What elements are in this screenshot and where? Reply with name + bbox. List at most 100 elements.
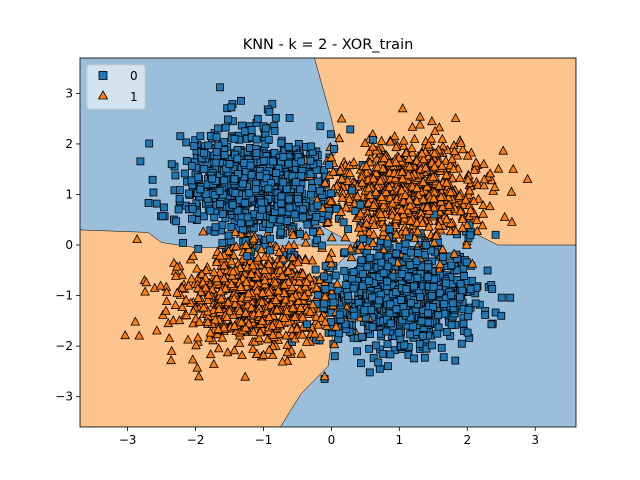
- point-class-0: [367, 305, 376, 314]
- point-class-1: [376, 135, 387, 145]
- point-class-1: [210, 314, 220, 324]
- decision-regions: [80, 58, 576, 427]
- point-class-0: [368, 322, 377, 331]
- point-class-0: [220, 176, 229, 185]
- point-class-1: [134, 330, 145, 340]
- point-class-1: [403, 169, 414, 179]
- point-class-0: [418, 331, 427, 340]
- point-class-1: [499, 211, 510, 221]
- point-class-0: [206, 206, 215, 215]
- point-class-0: [460, 272, 468, 280]
- point-class-1: [272, 304, 282, 314]
- point-class-0: [296, 230, 305, 239]
- point-class-0: [388, 257, 396, 266]
- point-class-0: [200, 165, 209, 173]
- point-class-1: [426, 133, 437, 143]
- point-class-0: [201, 190, 210, 199]
- point-class-0: [268, 157, 277, 166]
- point-class-0: [402, 285, 411, 294]
- point-class-1: [368, 200, 379, 210]
- point-class-1: [478, 208, 489, 218]
- point-class-1: [467, 258, 478, 268]
- point-class-1: [183, 280, 194, 290]
- point-class-1: [164, 332, 175, 342]
- point-class-0: [257, 205, 266, 214]
- point-class-1: [455, 206, 466, 216]
- point-class-1: [226, 278, 237, 288]
- point-class-1: [336, 206, 346, 216]
- point-class-0: [349, 284, 358, 293]
- point-class-1: [375, 208, 386, 218]
- point-class-0: [276, 215, 285, 224]
- point-class-1: [200, 282, 211, 292]
- point-class-1: [357, 177, 367, 187]
- point-class-0: [200, 149, 208, 158]
- point-class-1: [194, 371, 204, 381]
- point-class-0: [247, 171, 256, 179]
- point-class-0: [456, 293, 465, 302]
- point-class-1: [465, 204, 476, 214]
- point-class-1: [151, 325, 162, 335]
- point-class-0: [359, 269, 368, 278]
- point-class-1: [191, 340, 201, 350]
- point-class-1: [384, 181, 395, 191]
- point-class-0: [188, 214, 196, 223]
- point-class-1: [311, 282, 322, 292]
- point-class-0: [196, 185, 205, 194]
- point-class-1: [344, 167, 355, 177]
- point-class-0: [410, 282, 418, 291]
- point-class-1: [478, 158, 489, 168]
- point-class-0: [447, 291, 456, 300]
- point-class-0: [194, 244, 203, 253]
- x-tick-label: −3: [119, 433, 137, 447]
- point-class-1: [188, 305, 199, 315]
- point-class-1: [187, 354, 198, 364]
- point-class-1: [283, 265, 293, 275]
- point-class-0: [483, 266, 492, 275]
- point-class-1: [253, 252, 263, 262]
- point-class-0: [204, 141, 213, 150]
- point-class-1: [256, 244, 267, 254]
- point-class-0: [329, 298, 338, 307]
- point-class-1: [485, 168, 496, 178]
- point-class-1: [430, 125, 440, 135]
- point-class-1: [186, 273, 197, 283]
- point-class-0: [264, 135, 273, 144]
- point-class-0: [440, 300, 448, 308]
- point-class-0: [360, 306, 369, 315]
- point-class-1: [287, 252, 298, 262]
- x-tick-label: 0: [328, 433, 336, 447]
- point-class-0: [227, 223, 236, 231]
- point-class-1: [404, 161, 415, 171]
- point-class-1: [155, 280, 166, 290]
- point-class-0: [353, 347, 362, 356]
- point-class-0: [251, 185, 260, 194]
- point-class-1: [479, 174, 490, 184]
- point-class-0: [400, 341, 409, 350]
- y-tick-label: 1: [65, 187, 73, 201]
- point-class-0: [506, 293, 515, 302]
- point-class-0: [297, 157, 306, 166]
- point-class-1: [471, 157, 481, 167]
- point-class-1: [398, 140, 409, 150]
- point-class-1: [230, 298, 240, 308]
- point-class-1: [457, 144, 468, 154]
- point-class-0: [414, 248, 422, 257]
- point-class-0: [392, 288, 401, 297]
- point-class-1: [235, 281, 246, 291]
- point-class-1: [288, 229, 298, 239]
- point-class-0: [237, 96, 245, 105]
- point-class-1: [424, 221, 434, 231]
- point-class-0: [433, 329, 442, 338]
- point-class-0: [259, 156, 268, 165]
- point-class-0: [386, 300, 395, 309]
- point-class-1: [262, 334, 273, 344]
- point-class-0: [148, 175, 157, 184]
- point-class-1: [418, 176, 429, 186]
- point-class-1: [209, 266, 219, 276]
- point-class-1: [337, 173, 347, 183]
- x-tick-label: −1: [255, 433, 273, 447]
- point-class-1: [166, 345, 177, 355]
- point-class-1: [348, 157, 359, 167]
- point-class-1: [332, 278, 343, 288]
